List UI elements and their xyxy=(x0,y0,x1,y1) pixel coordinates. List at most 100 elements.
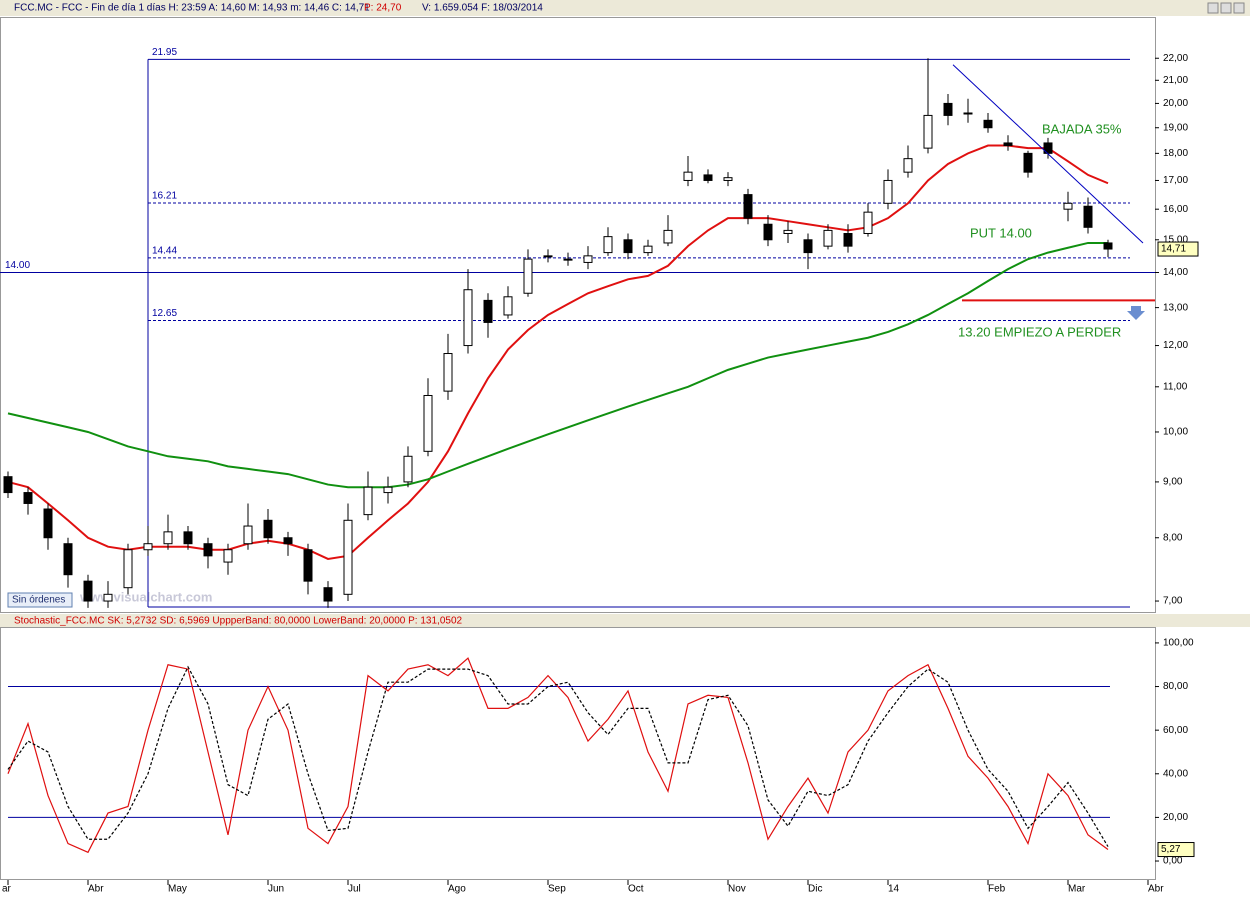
price-panel xyxy=(0,17,1156,613)
candle-body xyxy=(503,296,513,316)
candle-body xyxy=(523,258,533,294)
candle-body xyxy=(863,211,873,235)
trend-line xyxy=(952,64,1144,244)
candle-body xyxy=(923,114,933,149)
stoch-header-bar xyxy=(0,614,1250,627)
y-tick-label: 16,00 xyxy=(1163,204,1188,215)
candle-body xyxy=(1103,242,1113,250)
level-label: 14.00 xyxy=(5,260,30,271)
x-tick-label: Abr xyxy=(88,884,104,895)
y-tick-label: 0,00 xyxy=(1163,856,1183,867)
y-tick-label: 14,00 xyxy=(1163,267,1188,278)
candle-body xyxy=(763,223,773,241)
candle-body xyxy=(623,239,633,254)
x-tick-label: Sep xyxy=(548,884,566,895)
candle-body xyxy=(3,476,13,494)
status-box xyxy=(7,592,73,608)
stoch-title: Stochastic_FCC.MC SK: 5,2732 SD: 6,5969 … xyxy=(14,616,463,627)
candle-body xyxy=(743,194,753,219)
candle-body xyxy=(463,289,473,347)
annotation: BAJADA 35% xyxy=(1042,121,1122,136)
candle-body xyxy=(883,179,893,204)
y-tick-label: 7,00 xyxy=(1163,596,1183,607)
y-tick-label: 11,00 xyxy=(1163,381,1188,392)
annotation: 13.20 EMPIEZO A PERDER xyxy=(958,324,1121,339)
y-tick-label: 60,00 xyxy=(1163,725,1188,736)
candle-body xyxy=(263,519,273,539)
status: Sin órdenes xyxy=(12,595,65,606)
y-tick-label: 40,00 xyxy=(1163,768,1188,779)
x-tick-label: Nov xyxy=(728,884,746,895)
header-bar xyxy=(0,0,1250,16)
candle-body xyxy=(83,580,93,602)
candle-body xyxy=(43,508,53,539)
candle-body xyxy=(203,543,213,557)
line-series xyxy=(7,657,1109,854)
candle-body xyxy=(843,233,853,247)
button[interactable] xyxy=(1233,2,1245,14)
level-label: 16.21 xyxy=(152,191,177,202)
candle-body xyxy=(443,353,453,392)
candle-body xyxy=(423,394,433,452)
level-label: 12.65 xyxy=(152,308,177,319)
last-value-label: 5,27 xyxy=(1161,844,1181,855)
candle-body xyxy=(243,525,253,545)
button[interactable] xyxy=(1207,2,1219,14)
x-tick-label: Ago xyxy=(448,884,466,895)
window-buttons[interactable] xyxy=(1207,2,1245,14)
candle-body xyxy=(343,519,353,595)
x-tick-label: Abr xyxy=(1148,884,1164,895)
candle-body xyxy=(643,245,653,254)
x-tick-label: ar xyxy=(2,884,12,895)
y-tick-label: 20,00 xyxy=(1163,98,1188,109)
candle-body xyxy=(683,171,693,181)
y-tick-label: 9,00 xyxy=(1163,477,1183,488)
header-info: FCC.MC - FCC - Fin de día 1 días H: 23:5… xyxy=(14,3,370,14)
x-tick-label: Mar xyxy=(1068,884,1086,895)
candle-body xyxy=(903,158,913,173)
level-label: 21.95 xyxy=(152,47,177,58)
candle-body xyxy=(983,119,993,129)
candle-body xyxy=(183,531,193,545)
line-series xyxy=(7,665,1109,847)
candle-body xyxy=(543,255,553,258)
last-price-box xyxy=(1157,241,1199,257)
candle-body xyxy=(583,255,593,263)
candle-body xyxy=(603,236,613,254)
y-tick-label: 21,00 xyxy=(1163,75,1188,86)
x-tick-label: Dic xyxy=(808,884,822,895)
button[interactable] xyxy=(1220,2,1232,14)
candle-body xyxy=(383,486,393,494)
candle-body xyxy=(1023,152,1033,173)
arrow-icon xyxy=(1127,306,1145,320)
y-tick-label: 22,00 xyxy=(1163,53,1188,64)
candle-body xyxy=(23,492,33,504)
y-tick-label: 18,00 xyxy=(1163,148,1188,159)
candle-body xyxy=(223,549,233,563)
y-tick-label: 10,00 xyxy=(1163,427,1188,438)
x-tick-label: 14 xyxy=(888,884,900,895)
y-tick-label: 20,00 xyxy=(1163,812,1188,823)
candle-body xyxy=(63,543,73,576)
candle-body xyxy=(483,299,493,323)
y-tick-label: 100,00 xyxy=(1163,638,1194,649)
candle-body xyxy=(1063,202,1073,210)
x-tick-label: Oct xyxy=(628,884,644,895)
candle-body xyxy=(1003,142,1013,147)
candle-body xyxy=(103,593,113,602)
candle-body xyxy=(303,549,313,582)
candle-body xyxy=(1083,205,1093,228)
last-value-box xyxy=(1157,842,1195,858)
candle-body xyxy=(143,543,153,551)
stoch-panel xyxy=(0,627,1156,880)
candle-body xyxy=(723,177,733,181)
x-tick-label: Jun xyxy=(268,884,284,895)
y-tick-label: 15,00 xyxy=(1163,234,1188,245)
candle-body xyxy=(163,531,173,545)
candle-body xyxy=(403,455,413,483)
x-tick-label: Feb xyxy=(988,884,1006,895)
candle-body xyxy=(563,258,573,261)
candle-body xyxy=(803,239,813,254)
line-series xyxy=(7,144,1109,560)
